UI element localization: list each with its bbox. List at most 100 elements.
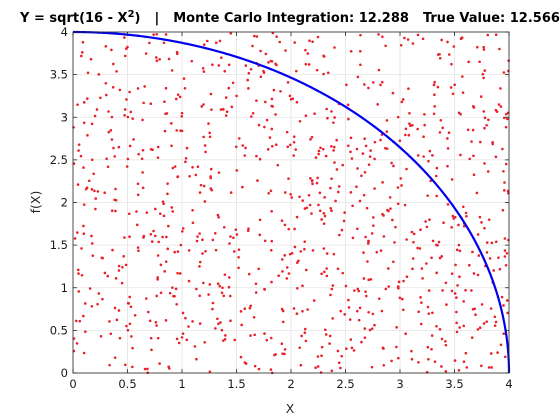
scatter-point [380,80,384,84]
scatter-point [304,268,308,272]
scatter-point [128,295,132,299]
scatter-point [210,108,213,111]
scatter-point [427,312,431,315]
scatter-point [435,166,439,170]
scatter-point [281,352,284,356]
x-tick-label: 2.5 [336,377,354,391]
scatter-point [485,241,489,244]
scatter-point [346,103,350,107]
scatter-point [285,277,289,280]
scatter-point [438,56,442,60]
scatter-point [193,345,197,348]
scatter-point [154,207,157,211]
scatter-point [462,205,465,209]
scatter-point [390,161,393,165]
scatter-point [142,101,145,105]
scatter-point [364,144,368,148]
scatter-point [283,348,287,351]
scatter-point [225,110,229,114]
scatter-point [405,238,408,241]
scatter-point [201,252,204,255]
scatter-point [161,200,165,203]
scatter-point [182,227,185,230]
scatter-point [229,235,232,238]
y-tick-label: 3.5 [50,68,68,82]
scatter-point [452,45,456,48]
scatter-point [319,371,323,374]
scatter-point [464,211,468,215]
scatter-point [367,163,371,166]
scatter-point [339,309,343,313]
scatter-point [505,251,509,255]
scatter-point [295,69,298,73]
scatter-point [229,32,233,35]
scatter-point [203,144,207,147]
scatter-point [457,223,460,227]
scatter-point [162,214,166,218]
scatter-point [150,240,154,243]
scatter-point [91,254,95,257]
scatter-point [503,237,507,240]
scatter-point [172,294,175,298]
scatter-point [167,57,171,61]
scatter-point [382,347,385,350]
scatter-point [349,150,352,154]
scatter-point [335,168,339,171]
y-tick-label: 0 [61,366,68,380]
scatter-point [156,278,159,281]
scatter-point [474,313,477,316]
scatter-point [109,332,113,336]
scatter-point [159,212,162,215]
scatter-point [219,321,222,324]
scatter-point [502,71,506,74]
scatter-point [131,346,134,350]
scatter-point [243,307,247,311]
scatter-point [295,312,299,316]
scatter-point [408,122,411,125]
scatter-point [209,92,213,96]
scatter-point [317,203,320,207]
scatter-point [198,260,202,264]
scatter-point [170,122,173,125]
scatter-point [444,281,448,285]
scatter-point [166,247,170,251]
scatter-point [254,291,258,294]
x-tick-label: 1.5 [227,377,245,391]
scatter-point [265,118,269,122]
scatter-point [320,272,323,276]
scatter-point [493,315,497,319]
scatter-point [300,334,303,338]
scatter-point [358,199,362,203]
scatter-point [447,131,451,135]
scatter-point [84,330,87,333]
scatter-point [455,330,459,334]
scatter-point [202,103,205,106]
scatter-point [232,236,235,240]
scatter-point [253,333,256,337]
scatter-point [243,154,247,157]
scatter-point [244,362,248,365]
scatter-point [188,174,191,178]
scatter-point [269,189,273,193]
scatter-point [422,135,425,139]
scatter-point [292,135,296,138]
scatter-point [371,312,375,316]
scatter-point [502,169,505,173]
scatter-point [330,177,333,180]
scatter-point [80,273,84,277]
scatter-point [222,339,225,342]
scatter-point [323,196,326,199]
scatter-point [218,284,222,288]
scatter-point [384,287,388,291]
scatter-point [490,366,493,369]
scatter-point [76,103,79,106]
scatter-point [76,268,80,272]
scatter-point [494,240,498,244]
scatter-point [447,53,451,56]
scatter-point [251,112,255,115]
scatter-point [77,272,80,275]
title-estimate: Monte Carlo Integration: 12.288 [173,11,409,26]
scatter-point [461,91,465,94]
scatter-point [125,165,129,168]
scatter-point [222,294,226,298]
